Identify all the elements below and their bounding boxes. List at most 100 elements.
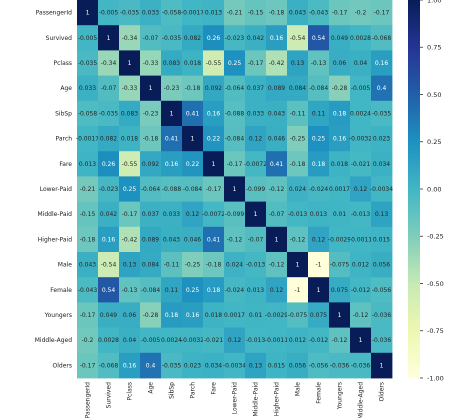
cell-value-label: 0.12 xyxy=(270,287,284,294)
cell-value-label: -0.11 xyxy=(164,262,180,269)
cell-value-label: 0.023 xyxy=(184,362,201,369)
cell-value-label: -0.17 xyxy=(227,161,243,168)
heatmap-cell xyxy=(245,0,267,26)
heatmap-cell xyxy=(308,277,330,303)
cell-value-label: 0.18 xyxy=(165,312,179,319)
heatmap-cell xyxy=(266,50,288,76)
cell-value-label: -0.012 xyxy=(351,287,371,294)
cell-value-label: -0.084 xyxy=(309,85,329,92)
row-tick-label: Middle-Aged xyxy=(35,337,72,344)
cell-value-label: -0.005 xyxy=(351,85,371,92)
cell-value-label: -0.07 xyxy=(101,85,117,92)
heatmap-cell xyxy=(182,352,204,379)
cell-value-label: -0.013 xyxy=(351,211,371,218)
heatmap-cell xyxy=(245,277,267,303)
cell-value-label: -0.0032 xyxy=(349,136,372,143)
cell-value-label: 0.033 xyxy=(163,211,180,218)
heatmap-cell xyxy=(266,327,288,354)
cell-value-label: 0.034 xyxy=(373,161,390,168)
heatmap-cell xyxy=(224,302,246,328)
column-tick-label: Fare xyxy=(211,382,218,395)
column-tick-label: Olders xyxy=(379,382,386,401)
cell-value-label: -0.064 xyxy=(141,186,161,193)
heatmap-cell xyxy=(119,226,141,253)
heatmap-cell xyxy=(266,352,288,379)
heatmap-cell xyxy=(140,226,162,253)
cell-value-label: -0.12 xyxy=(227,236,243,243)
cell-value-label: -0.12 xyxy=(269,262,285,269)
heatmap-cell xyxy=(350,327,372,354)
cell-value-label: -0.035 xyxy=(99,110,119,117)
heatmap-cell xyxy=(161,277,183,303)
cell-value-label: -0.21 xyxy=(80,186,96,193)
heatmap-cell xyxy=(371,25,393,51)
heatmap-cell xyxy=(245,226,267,253)
cell-value-label: -0.056 xyxy=(372,287,392,294)
column-tick-label: Age xyxy=(148,382,155,394)
cell-value-label: -0.42 xyxy=(269,60,285,67)
cell-value-label: 0.042 xyxy=(100,211,117,218)
heatmap-cell xyxy=(350,201,372,228)
heatmap-cell xyxy=(119,151,141,177)
heatmap-cell xyxy=(77,201,99,228)
heatmap-cell xyxy=(140,50,162,76)
cell-value-label: -0.035 xyxy=(162,362,182,369)
cell-value-label: 0.12 xyxy=(354,186,368,193)
heatmap-cell xyxy=(245,126,267,152)
heatmap-cell xyxy=(77,126,99,152)
row-tick-label: Female xyxy=(50,287,72,294)
colorbar-tick-label: -0.25 xyxy=(427,233,444,241)
heatmap-cell xyxy=(203,126,225,152)
heatmap-cell xyxy=(203,25,225,51)
heatmap-cell xyxy=(161,201,183,228)
heatmap-cell xyxy=(140,277,162,303)
heatmap-cell xyxy=(140,151,162,177)
column-tick-label: Youngers xyxy=(337,382,344,410)
cell-value-label: 0.033 xyxy=(142,10,159,17)
heatmap-cell xyxy=(119,0,141,26)
cell-value-label: 0.13 xyxy=(123,262,137,269)
heatmap-cell xyxy=(287,0,309,26)
cell-value-label: -0.0011 xyxy=(265,337,288,344)
cell-value-label: 0.0028 xyxy=(350,35,371,42)
cell-value-label: -0.035 xyxy=(78,60,98,67)
cell-value-label: 0.16 xyxy=(270,35,284,42)
cell-value-label: 0.049 xyxy=(331,35,348,42)
heatmap-cell xyxy=(182,327,204,354)
cell-value-label: -0.0072 xyxy=(244,161,267,168)
heatmap-cell xyxy=(203,226,225,253)
heatmap-cell xyxy=(224,50,246,76)
row-tick-label: Male xyxy=(58,262,73,269)
cell-value-label: -0.17 xyxy=(80,362,96,369)
heatmap-cell xyxy=(350,126,372,152)
cell-value-label: 0.12 xyxy=(186,211,200,218)
heatmap-cell xyxy=(308,176,330,202)
heatmap-cell xyxy=(119,50,141,76)
cell-value-label: 1 xyxy=(338,312,342,319)
cell-value-label: -0.013 xyxy=(246,337,266,344)
cell-value-label: -0.088 xyxy=(162,186,182,193)
cell-value-label: 0.18 xyxy=(333,110,347,117)
heatmap-cell xyxy=(245,327,267,354)
heatmap-cell xyxy=(266,126,288,152)
cell-value-label: -0.21 xyxy=(227,10,243,17)
heatmap-cell xyxy=(329,226,351,253)
heatmap-cell xyxy=(224,277,246,303)
row-tick-label: Middle-Paid xyxy=(38,211,73,218)
cell-value-label: 0.018 xyxy=(331,161,348,168)
heatmap-cell xyxy=(329,176,351,202)
cell-value-label: -0.13 xyxy=(311,60,327,67)
cell-value-label: 1 xyxy=(107,35,111,42)
heatmap-cell xyxy=(203,277,225,303)
heatmap-cell xyxy=(182,201,204,228)
cell-value-label: -0.34 xyxy=(101,60,117,67)
heatmap-cell xyxy=(182,25,204,51)
heatmap-cell xyxy=(119,352,141,379)
heatmap-cell xyxy=(161,75,183,102)
cell-value-label: 1 xyxy=(317,287,321,294)
cell-value-label: 0.043 xyxy=(79,262,96,269)
heatmap-cell xyxy=(266,176,288,202)
cell-value-label: 0.034 xyxy=(205,362,222,369)
column-tick-label: Middle-Paid xyxy=(253,382,260,417)
